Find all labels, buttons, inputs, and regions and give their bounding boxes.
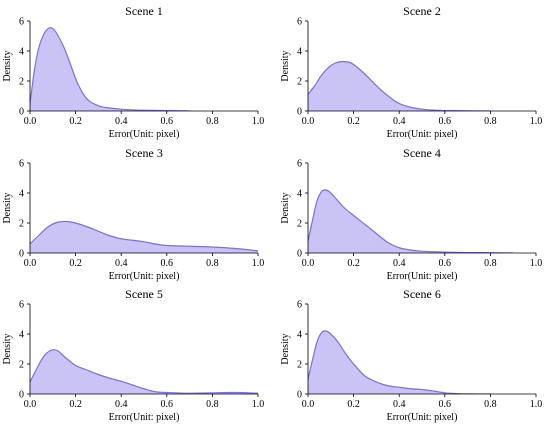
y-tick-label: 2 — [19, 360, 24, 371]
x-tick-label: 0.6 — [161, 399, 174, 410]
y-tick-label: 0 — [19, 249, 24, 260]
y-tick-label: 6 — [297, 17, 302, 28]
x-tick-label: 0.2 — [69, 258, 82, 269]
x-axis-label: Error(Unit: pixel) — [109, 271, 180, 282]
y-tick-label: 0 — [19, 390, 24, 401]
x-tick-label: 0.2 — [347, 116, 360, 127]
density-curve — [308, 330, 491, 394]
x-tick-label: 0.4 — [393, 116, 406, 127]
y-tick-label: 4 — [19, 47, 24, 58]
y-axis-label: Density — [280, 333, 291, 364]
x-tick-label: 0.4 — [393, 258, 406, 269]
y-tick-label: 4 — [297, 189, 302, 200]
x-tick-label: 0.0 — [24, 399, 37, 410]
y-tick-label: 0 — [297, 249, 302, 260]
y-tick-label: 2 — [19, 219, 24, 230]
y-tick-label: 6 — [19, 300, 24, 311]
x-tick-label: 1.0 — [252, 258, 265, 269]
x-tick-label: 0.2 — [347, 258, 360, 269]
x-tick-label: 0.0 — [302, 399, 315, 410]
x-axis-label: Error(Unit: pixel) — [387, 271, 458, 282]
x-tick-label: 1.0 — [252, 399, 265, 410]
x-tick-label: 1.0 — [530, 258, 543, 269]
x-tick-label: 0.8 — [206, 116, 219, 127]
y-tick-label: 2 — [297, 360, 302, 371]
x-axis-label: Error(Unit: pixel) — [109, 412, 180, 423]
density-area — [308, 330, 491, 394]
y-axis-label: Density — [280, 50, 291, 81]
y-tick-label: 4 — [19, 330, 24, 341]
x-tick-label: 0.8 — [206, 399, 219, 410]
x-tick-label: 0.6 — [439, 258, 452, 269]
chart-panel-1: 0.0 0.2 0.4 0.6 0.8 1.0 0 2 4 6 Scene 1 Error(Unit:… — [2, 4, 264, 140]
x-tick-label: 0.0 — [24, 116, 37, 127]
x-axis-label: Error(Unit: pixel) — [109, 129, 180, 140]
x-tick-label: 0.8 — [484, 116, 497, 127]
x-tick-label: 0.4 — [115, 116, 128, 127]
chart-title: Scene 6 — [403, 287, 441, 301]
density-curve — [30, 349, 258, 394]
y-tick-label: 6 — [297, 300, 302, 311]
chart-panel-4: 0.0 0.2 0.4 0.6 0.8 1.0 0 2 4 6 Scene 4 Error(Unit:… — [280, 146, 542, 282]
x-tick-label: 0.8 — [484, 399, 497, 410]
x-axis-label: Error(Unit: pixel) — [387, 412, 458, 423]
x-tick-label: 0.6 — [439, 399, 452, 410]
x-tick-label: 1.0 — [252, 116, 265, 127]
chart-title: Scene 4 — [403, 146, 441, 160]
chart-panel-6: 0.0 0.2 0.4 0.6 0.8 1.0 0 2 4 6 Scene 6 Error(Unit:… — [280, 287, 542, 423]
density-curve — [30, 220, 258, 252]
x-tick-label: 0.0 — [302, 116, 315, 127]
y-axis-label: Density — [2, 192, 13, 223]
y-tick-label: 0 — [297, 107, 302, 118]
x-tick-label: 1.0 — [530, 116, 543, 127]
x-tick-label: 0.2 — [69, 399, 82, 410]
density-area — [308, 189, 514, 253]
y-axis-label: Density — [2, 333, 13, 364]
y-tick-label: 6 — [297, 159, 302, 170]
density-curve — [308, 189, 514, 253]
x-tick-label: 0.6 — [161, 258, 174, 269]
x-tick-label: 0.2 — [347, 399, 360, 410]
density-area — [30, 27, 190, 111]
y-axis-label: Density — [280, 192, 291, 223]
density-area — [30, 221, 258, 253]
x-tick-label: 0.0 — [24, 258, 37, 269]
y-tick-label: 2 — [19, 77, 24, 88]
y-tick-label: 0 — [297, 390, 302, 401]
x-tick-label: 0.0 — [302, 258, 315, 269]
y-tick-label: 4 — [297, 47, 302, 58]
chart-title: Scene 1 — [125, 4, 163, 18]
chart-title: Scene 2 — [403, 4, 441, 18]
y-axis-label: Density — [2, 50, 13, 81]
x-tick-label: 0.2 — [69, 116, 82, 127]
x-tick-label: 0.8 — [484, 258, 497, 269]
chart-title: Scene 3 — [125, 146, 163, 160]
chart-panel-5: 0.0 0.2 0.4 0.6 0.8 1.0 0 2 4 6 Scene 5 Error(Unit:… — [2, 287, 264, 423]
density-curve — [308, 60, 491, 111]
x-tick-label: 1.0 — [530, 399, 543, 410]
y-tick-label: 6 — [19, 17, 24, 28]
y-tick-label: 2 — [297, 77, 302, 88]
chart-panel-3: 0.0 0.2 0.4 0.6 0.8 1.0 0 2 4 6 Scene 3 Error(Unit:… — [2, 146, 264, 282]
x-tick-label: 0.8 — [206, 258, 219, 269]
x-tick-label: 0.6 — [161, 116, 174, 127]
y-tick-label: 6 — [19, 159, 24, 170]
x-tick-label: 0.4 — [115, 258, 128, 269]
y-tick-label: 2 — [297, 219, 302, 230]
y-tick-label: 4 — [297, 330, 302, 341]
density-area — [30, 349, 258, 394]
x-axis-label: Error(Unit: pixel) — [387, 129, 458, 140]
chart-title: Scene 5 — [125, 287, 163, 301]
density-area — [308, 61, 491, 111]
x-tick-label: 0.4 — [393, 399, 406, 410]
chart-panel-2: 0.0 0.2 0.4 0.6 0.8 1.0 0 2 4 6 Scene 2 Error(Unit:… — [280, 4, 542, 140]
density-curve — [30, 27, 190, 111]
x-tick-label: 0.4 — [115, 399, 128, 410]
y-tick-label: 4 — [19, 189, 24, 200]
x-tick-label: 0.6 — [439, 116, 452, 127]
y-tick-label: 0 — [19, 107, 24, 118]
